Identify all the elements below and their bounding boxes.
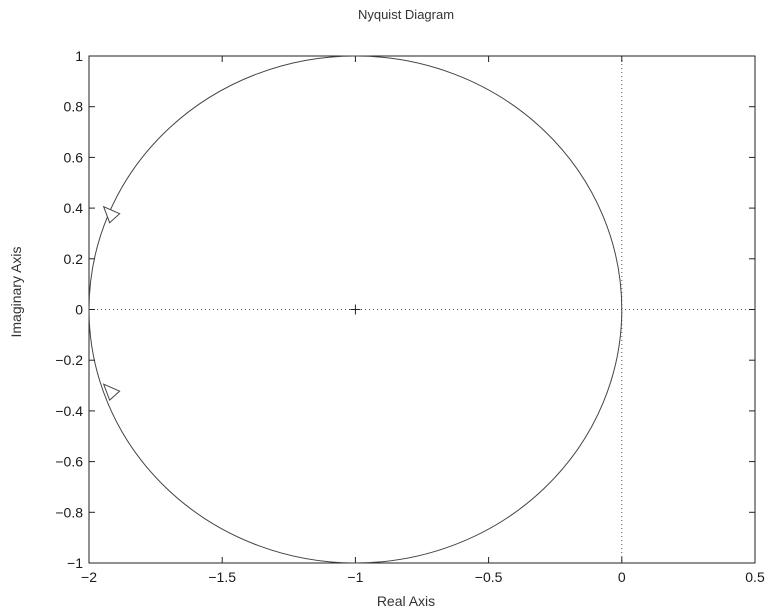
y-tick-label-8: −0.6 <box>55 454 83 470</box>
y-tick-label-6: −0.2 <box>55 352 83 368</box>
critical-point-marker <box>350 304 361 315</box>
direction-arrow-0 <box>102 205 121 224</box>
direction-arrow-1 <box>102 383 121 402</box>
plot-area <box>88 55 756 564</box>
x-tick-label-2: −1 <box>347 569 363 585</box>
x-axis-label: Real Axis <box>377 593 435 609</box>
y-tick-label-2: 0.6 <box>64 149 84 165</box>
y-tick-label-4: 0.2 <box>64 251 84 267</box>
axis-ticks: −2 −1.5 −1 −0.5 0 0.5 1 0.8 0.6 0.4 0.2 0 −0.2 −0.4 −0… <box>55 48 765 585</box>
x-tick-label-0: −2 <box>81 569 97 585</box>
y-tick-label-5: 0 <box>75 302 83 318</box>
y-tick-label-7: −0.4 <box>55 403 83 419</box>
y-tick-label-0: 1 <box>75 48 83 64</box>
y-axis-label: Imaginary Axis <box>8 246 24 337</box>
x-tick-label-1: −1.5 <box>208 569 236 585</box>
x-tick-label-5: 0.5 <box>745 569 765 585</box>
y-tick-label-3: 0.4 <box>64 200 84 216</box>
x-tick-label-4: 0 <box>618 569 626 585</box>
y-tick-label-1: 0.8 <box>64 99 84 115</box>
x-tick-label-3: −0.5 <box>475 569 503 585</box>
y-tick-label-9: −0.8 <box>55 504 83 520</box>
y-tick-label-10: −1 <box>67 555 83 571</box>
chart-title: Nyquist Diagram <box>358 7 454 22</box>
